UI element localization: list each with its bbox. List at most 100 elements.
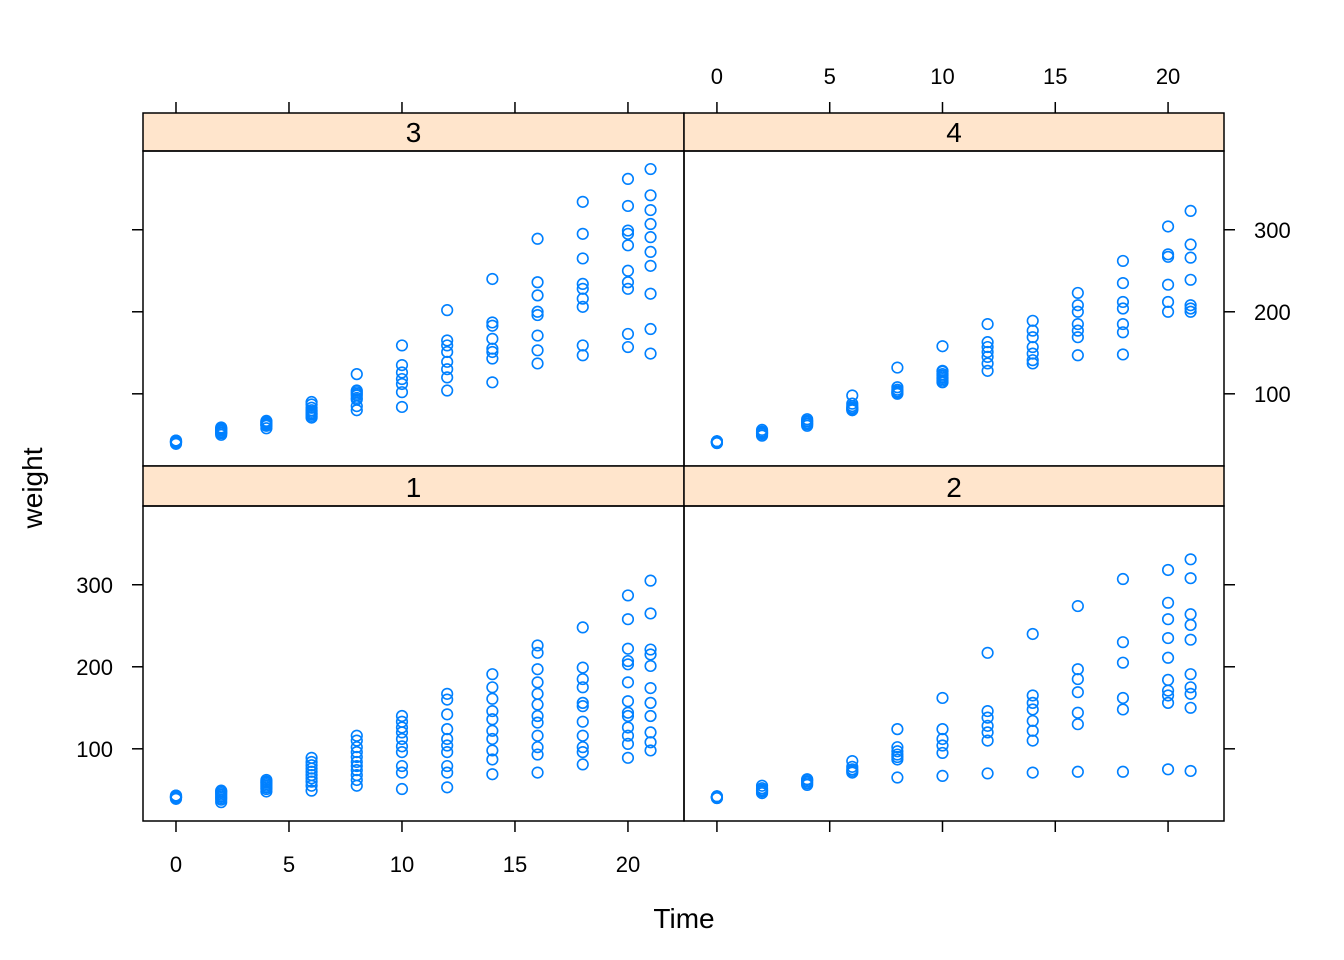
data-point [981, 719, 994, 732]
data-point [576, 252, 589, 265]
data-point [576, 661, 589, 674]
data-point [846, 760, 859, 773]
data-point [531, 639, 544, 652]
data-point [1161, 248, 1175, 261]
data-point [1116, 326, 1130, 339]
data-point [576, 715, 589, 728]
data-point [1116, 636, 1130, 649]
data-point [576, 292, 589, 305]
data-point [936, 732, 949, 746]
data-point [846, 389, 859, 402]
data-point [441, 766, 454, 779]
data-point [644, 287, 657, 300]
data-point [441, 723, 454, 736]
x-tick-label: 10 [930, 64, 954, 89]
data-point [305, 759, 318, 772]
data-point [891, 771, 904, 784]
data-point [621, 224, 635, 237]
data-point [441, 339, 454, 352]
y-tick-label: 100 [76, 737, 113, 762]
data-point [644, 162, 657, 176]
data-point [1026, 627, 1039, 641]
data-point [576, 227, 589, 240]
data-point [350, 734, 363, 747]
data-point [441, 759, 454, 773]
panel-frame [683, 150, 1225, 467]
x-tick-label: 15 [503, 852, 527, 877]
data-point [576, 621, 589, 634]
data-point [1071, 706, 1084, 719]
data-point [531, 289, 544, 302]
data-point [531, 646, 544, 659]
data-point [486, 713, 499, 726]
data-point [1161, 651, 1175, 664]
data-point [441, 334, 454, 347]
data-point [710, 791, 724, 804]
data-point [1071, 324, 1084, 337]
data-point [350, 729, 363, 742]
data-point [441, 384, 454, 397]
data-point [644, 682, 657, 695]
x-axis-title: Time [653, 903, 714, 934]
data-point [395, 721, 409, 734]
data-point [1184, 608, 1197, 621]
data-point [1026, 703, 1039, 716]
data-point [981, 726, 994, 739]
data-point [350, 368, 363, 381]
strip-background [683, 112, 1225, 152]
data-point [486, 753, 499, 766]
data-point [350, 384, 363, 397]
data-point [486, 768, 499, 781]
data-point [936, 739, 949, 752]
data-point [486, 724, 499, 737]
data-point [1184, 687, 1197, 700]
data-point [169, 791, 183, 804]
data-point [644, 189, 657, 202]
data-point [1161, 596, 1175, 609]
data-point [1184, 681, 1197, 694]
panel-diet-1: 1 [142, 465, 685, 822]
y-axis-title: weight [17, 447, 48, 529]
data-point [531, 329, 544, 342]
data-point [486, 319, 499, 332]
data-point [981, 646, 994, 659]
data-point [531, 676, 544, 689]
data-point [305, 395, 318, 409]
data-point [1161, 220, 1175, 233]
data-point [350, 764, 363, 777]
data-point [936, 691, 949, 705]
data-point [350, 745, 363, 759]
data-point [486, 681, 499, 694]
data-point [1184, 572, 1197, 585]
data-point [395, 740, 409, 753]
data-point [1071, 331, 1084, 344]
data-point [1071, 349, 1084, 362]
data-point [846, 397, 859, 410]
data-point [644, 726, 657, 739]
data-point [395, 366, 409, 379]
x-tick-label: 10 [390, 852, 414, 877]
data-point [644, 347, 657, 360]
data-point [621, 239, 635, 252]
data-point [891, 361, 904, 374]
x-tick-label: 5 [824, 64, 836, 89]
data-point [395, 377, 409, 391]
data-point [644, 607, 657, 620]
data-point [644, 574, 657, 587]
data-point [1184, 251, 1197, 264]
data-point [395, 339, 409, 352]
data-point [1026, 766, 1039, 779]
panel-frame [142, 505, 685, 822]
data-point [1071, 599, 1084, 613]
data-point [981, 767, 994, 780]
panels: 3 4 1 2 [142, 112, 1225, 822]
data-point [260, 414, 273, 427]
data-point [644, 648, 657, 661]
data-point [350, 741, 363, 754]
data-point [531, 305, 544, 318]
data-point [1184, 273, 1197, 286]
data-point [1161, 278, 1175, 291]
y-tick-label: 300 [76, 573, 113, 598]
x-tick-label: 0 [711, 64, 723, 89]
